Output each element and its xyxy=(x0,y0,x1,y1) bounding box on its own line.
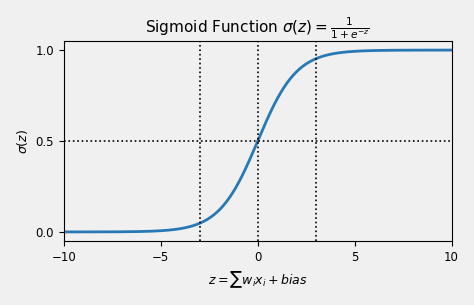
X-axis label: $z = \sum w_i x_i + bias$: $z = \sum w_i x_i + bias$ xyxy=(208,269,308,290)
Title: Sigmoid Function $\sigma(z) = \frac{1}{1+e^{-z}}$: Sigmoid Function $\sigma(z) = \frac{1}{1… xyxy=(146,15,370,41)
Y-axis label: $\sigma(z)$: $\sigma(z)$ xyxy=(15,128,30,154)
